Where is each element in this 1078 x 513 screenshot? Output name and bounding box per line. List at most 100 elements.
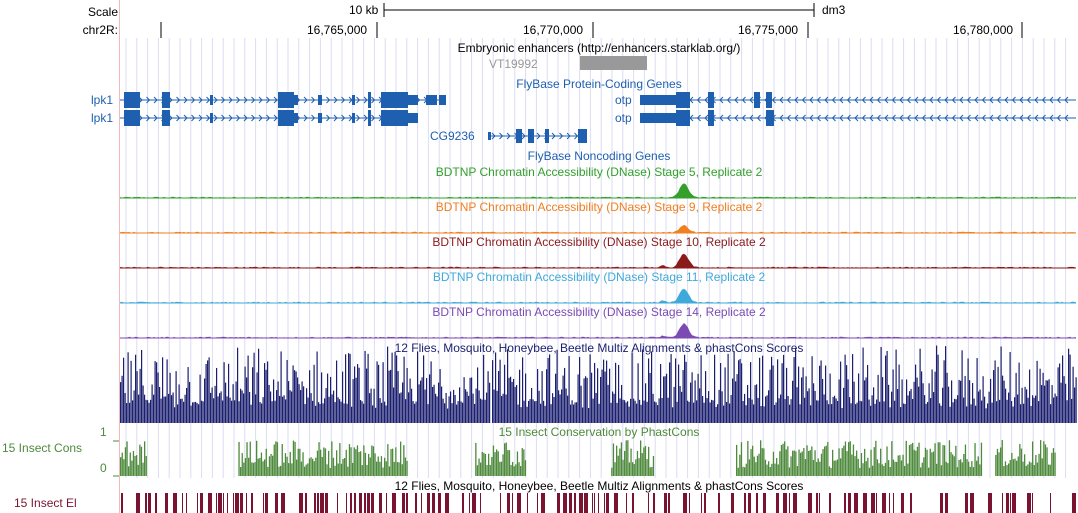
multiz-track-title[interactable]: 12 Flies, Mosquito, Honeybee, Beetle Mul…	[394, 341, 804, 355]
insect-el-block	[354, 493, 356, 513]
insect-cons-track-title[interactable]: 15 Insect Conservation by PhastCons	[498, 425, 700, 439]
insect-cons-bar	[313, 461, 315, 476]
gene-label-otp[interactable]: otp	[615, 111, 632, 125]
strand-arrow	[966, 114, 971, 122]
insect-cons-bar	[768, 461, 770, 476]
insect-el-block	[392, 493, 396, 513]
chrom-label: chr2R:	[82, 23, 118, 37]
insect-cons-bar	[1049, 464, 1051, 476]
multiz-bar	[402, 382, 404, 423]
insect-cons-bar	[766, 464, 768, 476]
multiz-bar	[123, 357, 125, 423]
insect-cons-bar	[356, 445, 359, 476]
insect-cons-bar	[972, 467, 975, 476]
insect-cons-side-label[interactable]: 15 Insect Cons	[2, 441, 83, 455]
insect-cons-bar	[491, 456, 493, 476]
multiz-bar	[159, 386, 161, 423]
multiz-bar	[601, 369, 603, 423]
gene-label-lpk1[interactable]: lpk1	[91, 111, 114, 125]
dnase-track-title[interactable]: BDTNP Chromatin Accessibility (DNase) St…	[432, 305, 766, 319]
multiz-bar	[826, 400, 828, 423]
insect-cons-bar	[139, 444, 141, 476]
multiz-bar	[294, 370, 296, 423]
insect-cons-bar	[272, 455, 274, 476]
insect-cons-bar	[331, 441, 333, 476]
protein-coding-track-title[interactable]: FlyBase Protein-Coding Genes	[516, 77, 682, 91]
insect-cons-bar	[520, 466, 522, 476]
multiz-bar	[597, 368, 599, 423]
insect-cons-bar	[750, 449, 752, 476]
multiz-bar	[564, 367, 566, 423]
insect-el-block	[314, 493, 316, 513]
multiz-bar	[759, 357, 761, 423]
multiz-bar	[868, 399, 870, 423]
insect-cons-bar	[867, 457, 869, 476]
strand-arrow	[944, 96, 949, 104]
gene-label-lpk1[interactable]: lpk1	[91, 93, 114, 107]
insect-cons-bar	[808, 451, 810, 476]
insect-el-block	[480, 493, 481, 513]
exon	[516, 129, 522, 143]
multiz-bar	[817, 400, 819, 423]
multiz-bar	[450, 391, 452, 423]
multiz-bar	[225, 382, 227, 423]
multiz-bar	[447, 408, 449, 423]
dnase-track-title[interactable]: BDTNP Chromatin Accessibility (DNase) St…	[432, 235, 766, 249]
insect-cons-bar	[902, 454, 904, 476]
enhancers-track-title[interactable]: Embryonic enhancers (http://enhancers.st…	[457, 41, 741, 55]
multiz-bar	[783, 354, 785, 423]
multiz-bar	[543, 400, 545, 423]
gene-label-cg9236[interactable]: CG9236	[430, 129, 475, 143]
multiz-bar	[378, 364, 380, 423]
insect-cons-bar	[793, 450, 795, 476]
insect-cons-bar	[401, 464, 403, 476]
multiz-bar	[532, 399, 534, 423]
insect-cons-bar	[846, 451, 848, 476]
insect-el-side-label[interactable]: 15 Insect El	[14, 496, 77, 510]
multiz-bar	[271, 401, 273, 423]
gene-label-otp[interactable]: otp	[615, 93, 632, 107]
multiz-bar	[295, 371, 297, 423]
multiz-bar	[411, 388, 413, 423]
dnase-track-title[interactable]: BDTNP Chromatin Accessibility (DNase) St…	[435, 165, 763, 179]
insect-cons-bar	[854, 456, 856, 476]
insect-cons-bar	[1001, 440, 1003, 476]
exon	[162, 110, 170, 126]
multiz-bar	[589, 354, 591, 423]
insect-el-block	[379, 493, 382, 513]
multiz-bar	[952, 402, 954, 423]
multiz-bar	[904, 403, 906, 423]
dnase-track-title[interactable]: BDTNP Chromatin Accessibility (DNase) St…	[435, 200, 763, 214]
strand-arrow	[536, 132, 541, 140]
multiz-bar	[624, 400, 626, 423]
multiz-bar	[810, 405, 812, 423]
insect-cons-bar	[633, 463, 635, 476]
multiz-bar	[613, 393, 615, 423]
insect-cons-bar	[995, 454, 997, 476]
noncoding-track-title[interactable]: FlyBase Noncoding Genes	[527, 149, 671, 163]
dnase-track-title[interactable]: BDTNP Chromatin Accessibility (DNase) St…	[432, 270, 766, 284]
multiz-bar	[162, 357, 164, 423]
insect-cons-bar	[505, 442, 507, 476]
multiz-bar	[819, 365, 821, 423]
insect-el-block	[848, 493, 851, 513]
insect-cons-bar	[345, 449, 347, 476]
multiz-bar	[154, 361, 156, 423]
dnase-signal	[120, 323, 1076, 338]
multiz-bar	[250, 404, 252, 423]
enhancer-item-label[interactable]: VT19992	[489, 57, 538, 71]
multiz-bar	[694, 380, 696, 423]
insect-cons-bar	[891, 441, 893, 476]
insect-cons-bar	[816, 462, 818, 476]
multiz-bar	[544, 405, 546, 423]
multiz-bar	[972, 383, 974, 423]
insect-cons-bar	[876, 459, 879, 476]
insect-el-block	[432, 493, 435, 513]
insect-el-block	[910, 493, 912, 513]
insect-el-track-title[interactable]: 12 Flies, Mosquito, Honeybee, Beetle Mul…	[394, 479, 804, 493]
insect-el-block	[507, 493, 510, 513]
insect-cons-bar	[292, 440, 295, 476]
insect-cons-bar	[944, 445, 946, 476]
